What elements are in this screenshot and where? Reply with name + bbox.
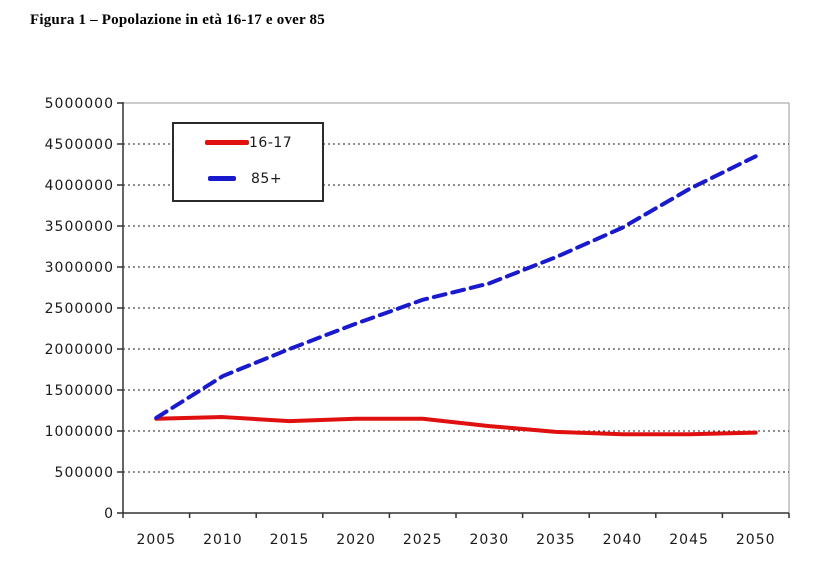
legend-sample-85plus-dash — [208, 176, 236, 181]
x-tick-label: 2050 — [736, 532, 776, 548]
legend-sample-16-17-line — [205, 140, 249, 145]
x-tick-label: 2015 — [270, 532, 310, 548]
y-tick-label: 5000000 — [45, 96, 114, 112]
legend: 16-17 85+ — [172, 122, 324, 202]
y-tick-label: 1500000 — [45, 383, 114, 399]
x-tick-label: 2045 — [669, 532, 709, 548]
series-line-16-17 — [154, 415, 758, 437]
x-tick-label: 2035 — [536, 532, 576, 548]
figure-title: Figura 1 – Popolazione in età 16-17 e ov… — [30, 12, 325, 28]
x-tick-label: 2040 — [603, 532, 643, 548]
legend-label-16-17: 16-17 — [249, 135, 293, 151]
x-tick-label: 2025 — [403, 532, 443, 548]
y-tick-label: 2000000 — [45, 342, 114, 358]
series-line-85plus — [154, 154, 758, 420]
y-tick-label: 3000000 — [45, 260, 114, 276]
x-tick-label: 2020 — [336, 532, 376, 548]
y-tick-label: 1000000 — [45, 424, 114, 440]
y-tick-label: 500000 — [55, 465, 114, 481]
x-tick-label: 2010 — [203, 532, 243, 548]
y-tick-label: 4000000 — [45, 178, 114, 194]
x-tick-label: 2030 — [469, 532, 509, 548]
legend-label-85plus: 85+ — [251, 171, 283, 187]
x-tick-label: 2005 — [136, 532, 176, 548]
y-tick-label: 4500000 — [45, 137, 114, 153]
y-tick-label: 2500000 — [45, 301, 114, 317]
y-tick-label: 0 — [104, 506, 114, 522]
y-tick-label: 3500000 — [45, 219, 114, 235]
